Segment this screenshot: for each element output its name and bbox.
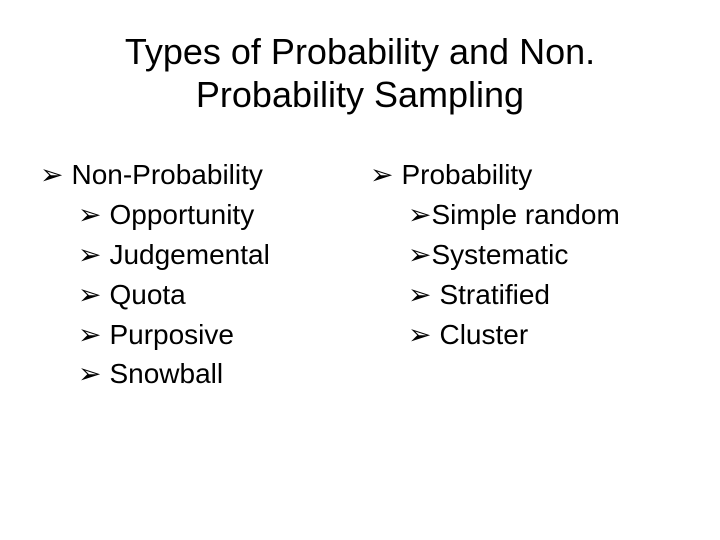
list-item: ➢ Stratified <box>408 276 680 314</box>
item-text: Judgemental <box>109 236 269 274</box>
list-item: ➢ Opportunity <box>78 196 350 234</box>
item-text: Opportunity <box>109 196 254 234</box>
right-heading-text: Probability <box>401 156 532 194</box>
bullet-icon: ➢ <box>78 276 101 314</box>
item-text: Simple random <box>431 196 619 234</box>
bullet-icon: ➢ <box>408 276 431 314</box>
bullet-icon: ➢ <box>78 196 101 234</box>
right-heading: ➢ Probability <box>370 156 680 194</box>
bullet-icon: ➢ <box>78 236 101 274</box>
list-item: ➢ Purposive <box>78 316 350 354</box>
bullet-icon: ➢ <box>78 355 101 393</box>
list-item: ➢ Judgemental <box>78 236 350 274</box>
bullet-icon: ➢ <box>78 316 101 354</box>
left-column: ➢ Non-Probability ➢ Opportunity ➢ Judgem… <box>40 156 350 395</box>
list-item: ➢ Snowball <box>78 355 350 393</box>
left-heading-text: Non-Probability <box>71 156 262 194</box>
title-line-2: Probability Sampling <box>196 74 524 115</box>
item-text: Purposive <box>109 316 234 354</box>
bullet-icon: ➢ <box>408 316 431 354</box>
bullet-icon: ➢ <box>40 156 63 194</box>
item-text: Stratified <box>439 276 550 314</box>
bullet-icon: ➢ <box>370 156 393 194</box>
content-columns: ➢ Non-Probability ➢ Opportunity ➢ Judgem… <box>40 156 680 395</box>
list-item: ➢ Simple random <box>408 196 680 234</box>
slide: Types of Probability and Non. Probabilit… <box>0 0 720 540</box>
bullet-icon: ➢ <box>408 196 431 234</box>
list-item: ➢ Cluster <box>408 316 680 354</box>
right-column: ➢ Probability ➢ Simple random ➢ Systemat… <box>370 156 680 395</box>
left-heading: ➢ Non-Probability <box>40 156 350 194</box>
list-item: ➢ Quota <box>78 276 350 314</box>
item-text: Snowball <box>109 355 223 393</box>
title-line-1: Types of Probability and Non. <box>125 31 595 72</box>
list-item: ➢ Systematic <box>408 236 680 274</box>
slide-title: Types of Probability and Non. Probabilit… <box>40 30 680 116</box>
bullet-icon: ➢ <box>408 236 431 274</box>
item-text: Quota <box>109 276 185 314</box>
item-text: Cluster <box>439 316 528 354</box>
item-text: Systematic <box>431 236 568 274</box>
